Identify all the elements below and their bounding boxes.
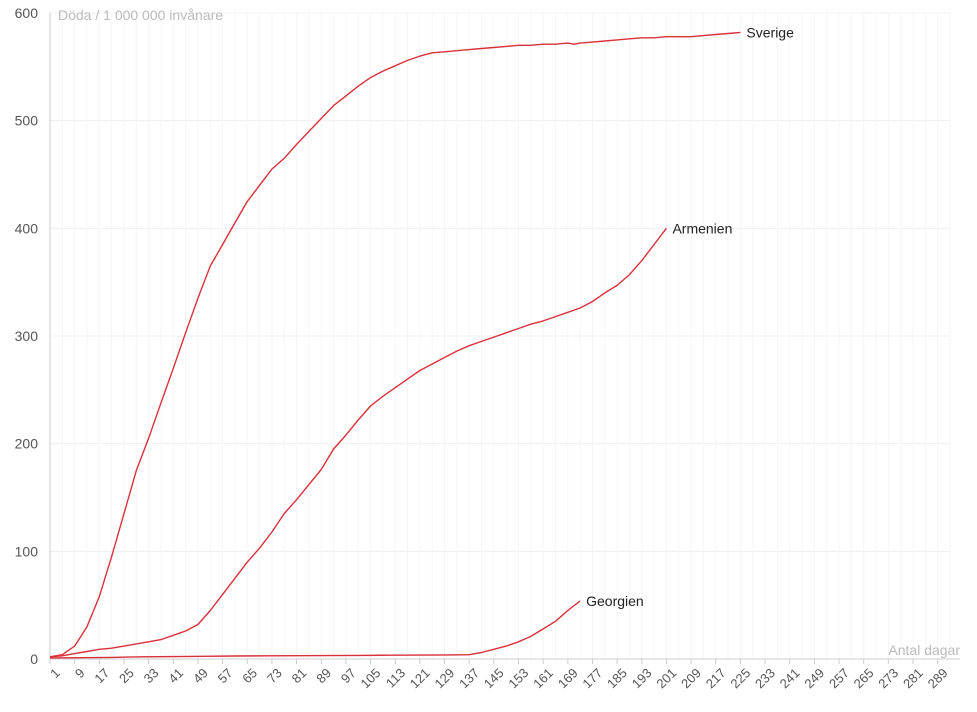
x-tick-label: 129: [431, 665, 457, 691]
x-tick-label: 113: [383, 665, 408, 690]
x-tick-label: 289: [925, 665, 951, 691]
x-tick-label: 177: [579, 665, 605, 691]
x-tick-label: 153: [505, 665, 531, 691]
x-tick-label: 81: [289, 665, 310, 686]
series: Sverige Armenien Georgien: [49, 24, 794, 659]
series-line-georgien: [49, 600, 581, 659]
y-tick-label: 500: [15, 113, 39, 129]
x-tick-label: 241: [777, 665, 803, 691]
x-tick-label: 73: [264, 665, 285, 686]
x-tick-label: 185: [604, 665, 630, 691]
x-tick-label: 193: [629, 665, 655, 691]
x-tick-label: 25: [116, 665, 137, 686]
x-tick-label: 9: [72, 665, 88, 681]
x-tick-label: 137: [456, 665, 482, 691]
x-tick-label: 265: [851, 665, 877, 691]
series-line-sverige: [49, 31, 741, 658]
x-tick-label: 209: [678, 665, 704, 691]
axes: Döda / 1 000 000 invånare Antal dagar: [49, 7, 960, 660]
y-tick-label: 400: [15, 220, 39, 236]
x-tick-label: 1: [47, 665, 63, 681]
y-axis-title: Döda / 1 000 000 invånare: [58, 7, 223, 23]
x-tick-label: 249: [801, 665, 827, 691]
x-tick-label: 105: [358, 665, 384, 691]
x-tick-label: 65: [239, 665, 260, 686]
x-tick-label: 225: [727, 665, 753, 691]
x-tick-label: 233: [752, 665, 778, 691]
x-tick-label: 281: [900, 665, 926, 691]
series-label-sverige: Sverige: [746, 24, 794, 40]
x-tick-label: 217: [703, 665, 729, 691]
y-tick-label: 300: [15, 328, 39, 344]
x-tick-label: 161: [530, 665, 556, 691]
x-tick-label: 57: [215, 665, 236, 686]
x-tick-label: 201: [653, 665, 679, 691]
x-tick-label: 257: [826, 665, 852, 691]
x-tick-label: 121: [407, 665, 433, 691]
x-tick-label: 145: [481, 665, 507, 691]
x-tick-label: 169: [555, 665, 581, 691]
y-tick-label: 600: [15, 5, 39, 21]
y-tick-label: 100: [15, 543, 39, 559]
x-tick-label: 17: [91, 665, 112, 686]
x-tick-label: 97: [338, 665, 359, 686]
x-tick-label: 41: [165, 665, 186, 686]
x-tick-label: 49: [190, 665, 211, 686]
x-axis-title: Antal dagar: [888, 642, 960, 658]
series-label-georgien: Georgien: [586, 593, 644, 609]
grid: [49, 12, 951, 660]
y-tick-labels: 0 100 200 300 400 500 600: [15, 5, 39, 667]
x-tick-label: 33: [141, 665, 162, 686]
y-tick-label: 0: [30, 651, 38, 667]
series-label-armenien: Armenien: [672, 220, 732, 236]
x-tick-label: 89: [313, 665, 334, 686]
x-tick-label: 273: [875, 665, 901, 691]
y-tick-label: 200: [15, 436, 39, 452]
series-line-armenien: [49, 227, 667, 658]
